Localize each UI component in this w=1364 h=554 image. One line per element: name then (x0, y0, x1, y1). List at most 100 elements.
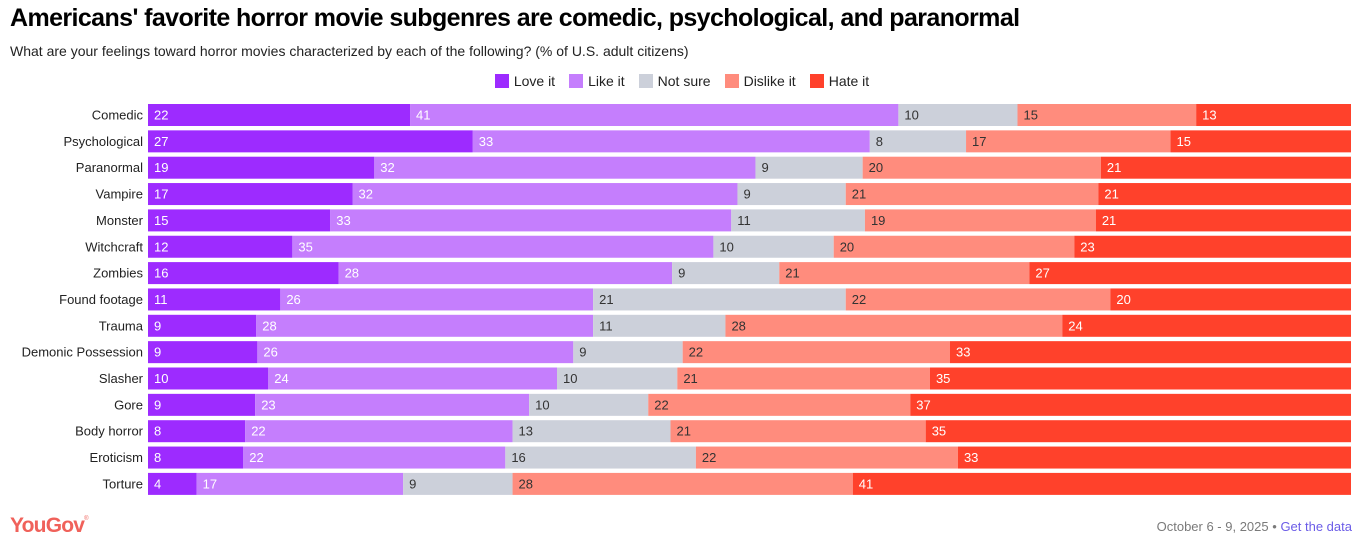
bar-segment-like-it[interactable] (268, 367, 558, 390)
data-label: 4 (154, 476, 161, 491)
data-label: 41 (859, 476, 873, 491)
bar-segment-dislike-it[interactable] (512, 472, 853, 495)
bar-segment-like-it[interactable] (330, 209, 732, 232)
bar-segment-love-it[interactable] (148, 314, 257, 337)
bar-segment-hate-it[interactable] (1110, 288, 1351, 311)
bar-segment-hate-it[interactable] (910, 393, 1351, 416)
bar-segment-like-it[interactable] (292, 235, 714, 258)
bar-segment-dislike-it[interactable] (677, 367, 930, 390)
bar-row: Eroticism 8 22 16 22 33 (90, 446, 1351, 469)
bar-segment-like-it[interactable] (374, 156, 756, 179)
bar-segment-dislike-it[interactable] (695, 446, 958, 469)
bar-segment-like-it[interactable] (245, 420, 513, 443)
bar-segment-like-it[interactable] (196, 472, 404, 495)
bar-segment-hate-it[interactable] (1100, 156, 1351, 179)
bar-segment-like-it[interactable] (255, 393, 530, 416)
bar-segment-love-it[interactable] (148, 446, 244, 469)
data-label: 9 (678, 266, 685, 281)
bar-segment-dislike-it[interactable] (1017, 104, 1197, 126)
bar-segment-dislike-it[interactable] (845, 288, 1111, 311)
legend-label: Dislike it (743, 73, 796, 89)
legend-item-dislike-it[interactable]: Dislike it (724, 73, 796, 89)
bar-segment-not-sure[interactable] (898, 104, 1018, 126)
bar-segment-dislike-it[interactable] (670, 420, 926, 443)
data-label: 35 (932, 424, 946, 439)
bar-segment-dislike-it[interactable] (845, 183, 1099, 206)
bar-segment-dislike-it[interactable] (864, 209, 1096, 232)
bar-segment-dislike-it[interactable] (966, 130, 1171, 153)
bar-segment-hate-it[interactable] (1170, 130, 1351, 153)
legend-item-hate-it[interactable]: Hate it (809, 73, 869, 89)
legend-item-like-it[interactable]: Like it (569, 73, 625, 89)
bar-segment-hate-it[interactable] (950, 341, 1351, 364)
bar-segment-hate-it[interactable] (1196, 104, 1351, 126)
bar-segment-love-it[interactable] (148, 393, 256, 416)
bar-segment-hate-it[interactable] (852, 472, 1351, 495)
data-label: 21 (677, 424, 691, 439)
bar-segment-love-it[interactable] (148, 262, 339, 285)
legend-item-not-sure[interactable]: Not sure (638, 73, 711, 89)
category-label: Slasher (99, 371, 144, 386)
bar-segment-like-it[interactable] (352, 183, 738, 206)
bar-segment-love-it[interactable] (148, 183, 353, 206)
category-label: Zombies (93, 266, 143, 281)
legend-item-love-it[interactable]: Love it (494, 73, 555, 89)
bar-segment-hate-it[interactable] (929, 367, 1351, 390)
bar-segment-not-sure[interactable] (593, 288, 846, 311)
bar-segment-love-it[interactable] (148, 472, 197, 495)
bar-segment-love-it[interactable] (148, 156, 375, 179)
bar-segment-dislike-it[interactable] (682, 341, 950, 364)
bar-segment-like-it[interactable] (338, 262, 673, 285)
bar-segment-hate-it[interactable] (1095, 209, 1351, 232)
bar-segment-not-sure[interactable] (573, 341, 683, 364)
bar-segment-not-sure[interactable] (512, 420, 671, 443)
bar-segment-hate-it[interactable] (1074, 235, 1351, 258)
data-label: 13 (1202, 108, 1216, 123)
data-label: 23 (1080, 239, 1094, 254)
bar-segment-love-it[interactable] (148, 341, 258, 364)
bar-segment-not-sure[interactable] (403, 472, 513, 495)
bar-segment-love-it[interactable] (148, 104, 411, 126)
bar-segment-love-it[interactable] (148, 209, 331, 232)
bar-segment-dislike-it[interactable] (833, 235, 1075, 258)
bar-segment-dislike-it[interactable] (648, 393, 911, 416)
bar-segment-like-it[interactable] (410, 104, 899, 126)
data-label: 21 (683, 371, 697, 386)
bar-segment-not-sure[interactable] (869, 130, 967, 153)
bar-segment-love-it[interactable] (148, 130, 473, 153)
bar-segment-not-sure[interactable] (557, 367, 678, 390)
bar-segment-hate-it[interactable] (1062, 314, 1351, 337)
bar-segment-hate-it[interactable] (1029, 262, 1351, 285)
bar-segment-not-sure[interactable] (737, 183, 846, 206)
bar-segment-hate-it[interactable] (1098, 183, 1351, 206)
bar-segment-hate-it[interactable] (925, 420, 1351, 443)
bar-segment-love-it[interactable] (148, 235, 293, 258)
get-the-data-link[interactable]: Get the data (1280, 519, 1352, 534)
bar-segment-dislike-it[interactable] (779, 262, 1030, 285)
data-label: 27 (1035, 266, 1049, 281)
bar-segment-not-sure[interactable] (672, 262, 780, 285)
bar-segment-not-sure[interactable] (755, 156, 863, 179)
bar-segment-not-sure[interactable] (505, 446, 696, 469)
registered-mark: ® (84, 516, 88, 522)
legend-swatch (809, 74, 824, 88)
bar-segment-hate-it[interactable] (957, 446, 1351, 469)
bar-segment-not-sure[interactable] (713, 235, 834, 258)
bar-segment-dislike-it[interactable] (862, 156, 1101, 179)
bar-segment-like-it[interactable] (257, 341, 574, 364)
yougov-logo[interactable]: YouGov® (10, 514, 89, 538)
bar-segment-love-it[interactable] (148, 288, 281, 311)
bar-segment-like-it[interactable] (280, 288, 594, 311)
bar-segment-not-sure[interactable] (731, 209, 865, 232)
bar-segment-love-it[interactable] (148, 420, 246, 443)
bar-segment-not-sure[interactable] (593, 314, 726, 337)
bar-segment-love-it[interactable] (148, 367, 269, 390)
bar-segment-like-it[interactable] (243, 446, 506, 469)
bar-segment-not-sure[interactable] (529, 393, 649, 416)
bar-segment-like-it[interactable] (256, 314, 594, 337)
bar-row: Witchcraft 12 35 10 20 23 (85, 235, 1351, 258)
bar-segment-like-it[interactable] (472, 130, 870, 153)
data-label: 37 (916, 397, 930, 412)
bar-segment-dislike-it[interactable] (725, 314, 1063, 337)
data-label: 20 (1116, 292, 1130, 307)
